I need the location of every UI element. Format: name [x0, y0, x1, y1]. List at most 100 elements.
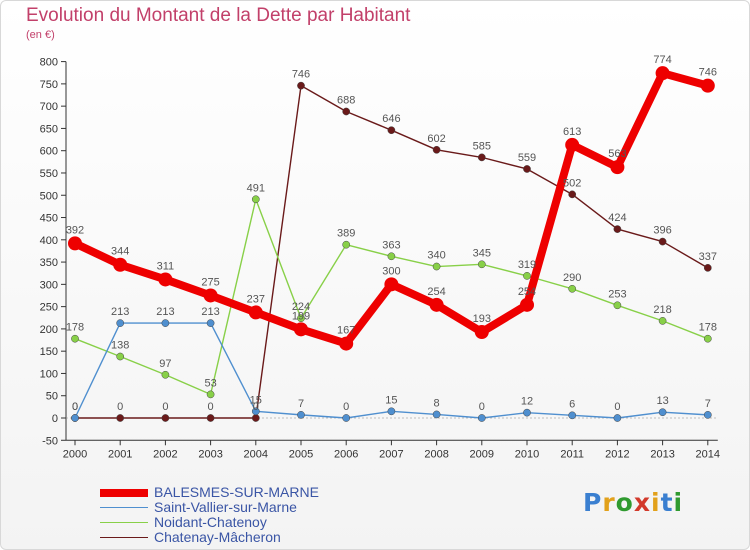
data-point: [68, 236, 82, 251]
data-point: [384, 277, 399, 292]
data-label: 502: [563, 177, 581, 189]
x-tick-label: 2011: [560, 448, 584, 460]
data-label: 97: [159, 358, 171, 370]
legend-swatch: [100, 537, 148, 538]
y-tick-label: 300: [40, 279, 58, 291]
data-point: [251, 407, 260, 416]
data-point: [523, 165, 531, 173]
data-point: [342, 107, 351, 116]
data-point: [342, 240, 351, 249]
y-tick-label: 500: [40, 190, 58, 202]
logo-letter: r: [602, 488, 616, 517]
chart-legend: BALESMES-SUR-MARNE Saint-Vallier-sur-Marn…: [100, 485, 319, 545]
data-label: 0: [343, 401, 349, 413]
data-point: [206, 414, 215, 422]
y-tick-label: 200: [40, 324, 58, 336]
data-label: 392: [66, 224, 84, 236]
x-tick-label: 2009: [470, 448, 494, 460]
data-point: [116, 319, 125, 327]
legend-swatch: [100, 507, 148, 508]
data-label: 213: [156, 306, 174, 318]
data-point: [113, 257, 128, 272]
data-point: [71, 414, 79, 422]
y-tick-label: 600: [40, 146, 58, 158]
y-tick-label: 350: [40, 257, 58, 269]
data-label: 602: [427, 133, 445, 145]
x-tick-label: 2008: [424, 448, 448, 460]
data-point: [474, 325, 489, 340]
data-label: 424: [608, 212, 626, 224]
data-label: 254: [427, 286, 445, 298]
data-point: [387, 252, 396, 261]
legend-item: BALESMES-SUR-MARNE: [100, 485, 319, 500]
y-tick-label: 650: [40, 123, 58, 135]
data-point: [523, 408, 531, 417]
logo-letter: x: [633, 488, 651, 517]
logo-letter: i: [673, 488, 684, 517]
data-point: [613, 414, 622, 422]
data-point: [703, 264, 712, 272]
data-label: 0: [614, 401, 620, 413]
data-point: [565, 137, 580, 152]
x-tick-label: 2003: [198, 448, 222, 460]
legend-label: Chatenay-Mâcheron: [154, 529, 281, 545]
legend-swatch: [100, 488, 148, 497]
data-label: 389: [337, 228, 355, 240]
y-tick-label: 750: [40, 79, 58, 91]
data-label: 0: [208, 401, 214, 413]
data-point: [161, 319, 170, 327]
data-point: [387, 407, 396, 416]
data-label: 396: [653, 225, 671, 237]
data-point: [658, 408, 667, 417]
data-point: [613, 301, 622, 310]
data-label: 0: [72, 401, 78, 413]
legend-item: Noidant-Chatenoy: [100, 515, 319, 530]
y-tick-label: 100: [40, 368, 58, 380]
data-label: 167: [337, 325, 355, 337]
data-point: [658, 237, 667, 246]
data-point: [477, 153, 486, 162]
data-point: [297, 411, 305, 419]
data-label: 15: [250, 394, 262, 406]
data-label: 337: [699, 251, 717, 263]
legend-swatch: [100, 522, 148, 523]
data-label: 646: [382, 113, 400, 125]
data-point: [610, 160, 625, 175]
x-tick-label: 2014: [696, 448, 720, 460]
legend-label: Noidant-Chatenoy: [154, 514, 267, 530]
data-label: 53: [204, 377, 216, 389]
data-point: [432, 410, 441, 419]
data-point: [568, 284, 577, 293]
x-tick-label: 2005: [289, 448, 313, 460]
data-label: 290: [563, 272, 581, 284]
data-label: 8: [434, 397, 440, 409]
x-tick-label: 2010: [515, 448, 539, 460]
data-label: 613: [563, 126, 581, 138]
data-label: 199: [292, 310, 310, 322]
data-point: [568, 190, 577, 199]
y-tick-label: 700: [40, 101, 58, 113]
data-point: [71, 334, 79, 343]
data-label: 563: [608, 148, 626, 160]
x-tick-label: 2002: [153, 448, 177, 460]
data-point: [342, 414, 351, 422]
chart-title: Evolution du Montant de la Dette par Hab…: [26, 5, 411, 26]
data-label: 213: [111, 306, 129, 318]
data-point: [297, 81, 305, 90]
data-point: [339, 336, 354, 351]
proxiti-logo: Proxiti: [583, 488, 683, 517]
data-point: [568, 411, 577, 420]
data-label: 340: [427, 250, 445, 262]
data-label: 491: [247, 182, 265, 194]
data-label: 0: [479, 401, 485, 413]
data-label: 0: [253, 401, 259, 413]
data-label: 559: [518, 152, 536, 164]
data-label: 774: [653, 54, 671, 66]
data-point: [161, 370, 170, 379]
data-label: 344: [111, 246, 129, 258]
data-label: 585: [473, 140, 491, 152]
data-point: [294, 322, 308, 337]
x-tick-label: 2006: [334, 448, 358, 460]
